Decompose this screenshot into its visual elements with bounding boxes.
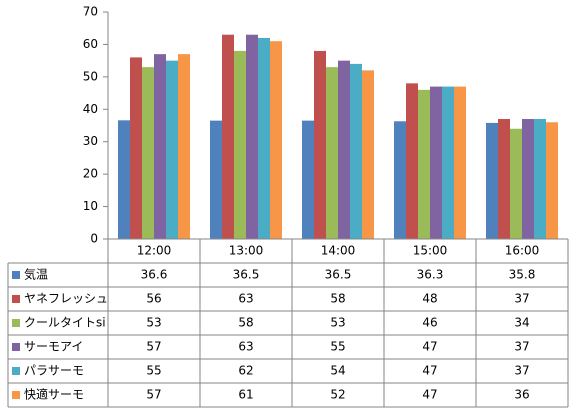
bar [302, 120, 314, 239]
y-tick-label: 30 [83, 134, 98, 148]
bar [338, 60, 350, 240]
legend-label: ヤネフレッシュ [24, 292, 108, 306]
y-tick-label: 40 [83, 102, 98, 116]
bar [154, 54, 166, 240]
bar [546, 122, 558, 239]
bar [142, 67, 154, 239]
bar [178, 54, 190, 240]
bar [222, 34, 234, 240]
table-value: 54 [330, 364, 345, 378]
bar [210, 120, 222, 239]
legend-key [12, 367, 20, 375]
table-value: 47 [422, 340, 437, 354]
bar [486, 122, 498, 239]
y-tick-label: 0 [90, 232, 98, 246]
legend-label: サーモアイ [24, 340, 83, 354]
table-value: 63 [238, 292, 253, 306]
legend-key [12, 319, 20, 327]
table-value: 46 [422, 316, 437, 330]
bar [522, 119, 534, 239]
y-tick-label: 20 [83, 167, 98, 181]
y-tick-label: 70 [83, 5, 98, 19]
x-tick-label: 16:00 [505, 244, 540, 258]
table-value: 58 [330, 292, 345, 306]
table-value: 37 [514, 292, 529, 306]
bar [442, 86, 454, 239]
bar [418, 89, 430, 239]
legend-label: パラサーモ [24, 364, 84, 378]
table-value: 37 [514, 364, 529, 378]
x-tick-label: 15:00 [413, 244, 448, 258]
table-value: 36.5 [233, 268, 260, 282]
table-value: 62 [238, 364, 253, 378]
table-value: 63 [238, 340, 253, 354]
bar [362, 70, 374, 239]
bar [118, 120, 130, 239]
bar [270, 41, 282, 239]
legend-key [12, 391, 20, 399]
bar [166, 60, 178, 240]
table-value: 47 [422, 364, 437, 378]
table-value: 34 [514, 316, 529, 330]
bar [498, 119, 510, 239]
table-value: 57 [146, 388, 161, 402]
table-value: 36.6 [141, 268, 168, 282]
bar [258, 37, 270, 239]
x-tick-label: 13:00 [229, 244, 264, 258]
table-value: 57 [146, 340, 161, 354]
table-value: 55 [330, 340, 345, 354]
bar [246, 34, 258, 240]
legend-label: 快適サーモ [24, 387, 84, 402]
table-value: 58 [238, 316, 253, 330]
table-value: 37 [514, 340, 529, 354]
table-value: 48 [422, 292, 437, 306]
x-tick-label: 14:00 [321, 244, 356, 258]
bar [430, 86, 442, 239]
table-value: 52 [330, 388, 345, 402]
bar [234, 50, 246, 239]
bar [510, 128, 522, 239]
table-value: 53 [330, 316, 345, 330]
table-value: 36 [514, 388, 529, 402]
table-value: 36.5 [325, 268, 352, 282]
bar [130, 57, 142, 240]
y-tick-label: 60 [83, 37, 98, 51]
legend-key [12, 295, 20, 303]
bar [406, 83, 418, 239]
legend-key [12, 343, 20, 351]
legend-key [12, 271, 20, 279]
y-tick-label: 50 [83, 69, 98, 83]
bar [350, 63, 362, 240]
table-value: 61 [238, 388, 253, 402]
y-tick-label: 10 [83, 199, 98, 213]
table-value: 47 [422, 388, 437, 402]
bar [326, 67, 338, 239]
table-value: 35.8 [509, 268, 536, 282]
table-value: 36.3 [417, 268, 444, 282]
table-value: 56 [146, 292, 161, 306]
bar [454, 86, 466, 239]
bar [394, 121, 406, 239]
x-tick-label: 12:00 [137, 244, 172, 258]
bar [314, 50, 326, 239]
table-value: 53 [146, 316, 161, 330]
legend-label: クールタイトsi [24, 316, 106, 330]
bar [534, 119, 546, 239]
legend-label: 気温 [24, 267, 48, 282]
table-value: 55 [146, 364, 161, 378]
